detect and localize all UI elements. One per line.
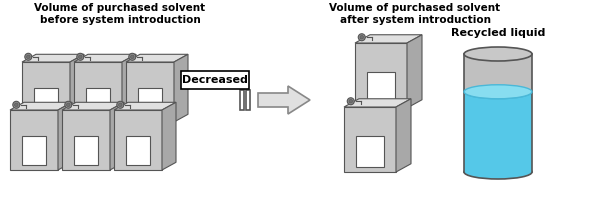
Polygon shape	[122, 54, 136, 122]
Polygon shape	[367, 72, 394, 103]
Circle shape	[77, 53, 84, 60]
Ellipse shape	[464, 85, 532, 99]
FancyBboxPatch shape	[240, 90, 244, 110]
Circle shape	[79, 55, 82, 59]
Polygon shape	[62, 102, 124, 110]
Polygon shape	[464, 54, 532, 92]
Text: Decreased: Decreased	[182, 75, 248, 85]
Polygon shape	[114, 110, 162, 170]
Polygon shape	[344, 107, 396, 172]
Polygon shape	[10, 102, 72, 110]
Text: Volume of purchased solvent
before system introduction: Volume of purchased solvent before syste…	[34, 3, 206, 25]
Polygon shape	[58, 102, 72, 170]
Polygon shape	[126, 62, 174, 122]
Circle shape	[25, 53, 32, 60]
Circle shape	[130, 55, 134, 59]
Polygon shape	[126, 136, 150, 165]
Circle shape	[129, 53, 136, 60]
FancyBboxPatch shape	[246, 90, 250, 110]
Circle shape	[117, 101, 124, 108]
Polygon shape	[22, 136, 46, 165]
Polygon shape	[355, 35, 422, 43]
Polygon shape	[114, 102, 176, 110]
Polygon shape	[464, 92, 532, 172]
Polygon shape	[70, 54, 84, 122]
Circle shape	[358, 34, 365, 41]
Circle shape	[26, 55, 30, 59]
Circle shape	[118, 103, 122, 107]
Text: Volume of purchased solvent
after system introduction: Volume of purchased solvent after system…	[329, 3, 501, 25]
Polygon shape	[407, 35, 422, 108]
Polygon shape	[34, 88, 58, 117]
Polygon shape	[10, 110, 58, 170]
Circle shape	[14, 103, 18, 107]
Circle shape	[65, 101, 72, 108]
Circle shape	[13, 101, 20, 108]
Polygon shape	[396, 99, 411, 172]
Polygon shape	[344, 99, 411, 107]
Ellipse shape	[464, 85, 532, 99]
Polygon shape	[74, 54, 136, 62]
Polygon shape	[22, 54, 84, 62]
Polygon shape	[22, 62, 70, 122]
Circle shape	[347, 98, 354, 105]
Polygon shape	[356, 136, 383, 167]
Polygon shape	[62, 110, 110, 170]
Polygon shape	[110, 102, 124, 170]
Circle shape	[360, 35, 364, 39]
Ellipse shape	[464, 47, 532, 61]
Polygon shape	[355, 43, 407, 108]
Circle shape	[349, 99, 353, 103]
FancyBboxPatch shape	[181, 71, 249, 89]
Polygon shape	[126, 54, 188, 62]
Text: Recycled liquid: Recycled liquid	[451, 28, 545, 38]
Polygon shape	[85, 88, 111, 117]
Polygon shape	[138, 88, 162, 117]
Polygon shape	[258, 86, 310, 114]
Circle shape	[67, 103, 70, 107]
Polygon shape	[174, 54, 188, 122]
Polygon shape	[73, 136, 99, 165]
Polygon shape	[162, 102, 176, 170]
Ellipse shape	[464, 165, 532, 179]
Polygon shape	[74, 62, 122, 122]
